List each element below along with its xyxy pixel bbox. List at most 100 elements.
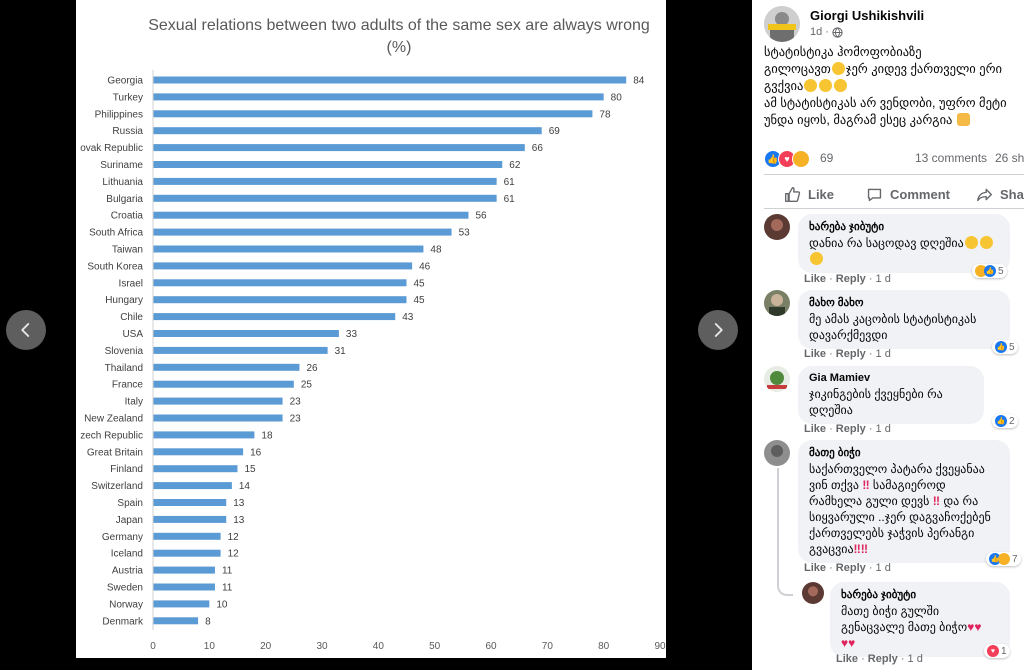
category-label: South Africa bbox=[89, 228, 143, 239]
comment-like-link[interactable]: Like bbox=[804, 348, 827, 360]
data-label: 23 bbox=[290, 397, 302, 408]
globe-icon bbox=[832, 26, 843, 38]
category-label: Hungary bbox=[105, 295, 143, 306]
category-label: Thailand bbox=[105, 363, 143, 374]
post-text-line: ამ სტატისტიკას არ ვენდობი, უფრო მეტი bbox=[764, 96, 1007, 110]
bar bbox=[153, 566, 215, 574]
reactions-summary[interactable]: 👍 ♥ 69 13 comments 26 share bbox=[764, 150, 1024, 168]
category-label: Finland bbox=[110, 464, 143, 475]
commenter-avatar[interactable] bbox=[802, 582, 824, 604]
bar bbox=[153, 211, 469, 219]
share-button[interactable]: Share bbox=[976, 180, 1024, 208]
commenter-name[interactable]: Gia Mamiev bbox=[809, 372, 871, 384]
bar bbox=[153, 414, 283, 422]
chart-subtitle: (%) bbox=[387, 39, 412, 56]
commenter-avatar[interactable] bbox=[764, 366, 790, 392]
commenter-avatar[interactable] bbox=[764, 214, 790, 240]
data-label: 18 bbox=[261, 430, 273, 441]
data-label: 78 bbox=[599, 109, 611, 120]
bar bbox=[153, 549, 221, 557]
comment-time[interactable]: 1 d bbox=[875, 423, 891, 435]
like-reaction-icon: 👍 bbox=[984, 265, 996, 277]
heart-icon: ♥♥ bbox=[841, 636, 856, 650]
category-label: Norway bbox=[109, 599, 143, 610]
post-text-line: გილოცავთ bbox=[764, 62, 831, 76]
next-photo-button[interactable] bbox=[698, 310, 738, 350]
bar bbox=[153, 144, 525, 152]
data-label: 66 bbox=[532, 143, 544, 154]
post-actions: Like Comment Share bbox=[764, 180, 1024, 208]
data-label: 11 bbox=[222, 583, 233, 594]
category-label: Georgia bbox=[107, 76, 143, 87]
comment-like-link[interactable]: Like bbox=[804, 273, 827, 285]
bar bbox=[153, 346, 328, 354]
author-avatar[interactable] bbox=[764, 6, 800, 42]
bar bbox=[153, 617, 199, 625]
commenter-name[interactable]: მათე ბიჭი bbox=[809, 447, 861, 459]
comment-reactions[interactable]: 👍 5 bbox=[972, 264, 1007, 278]
love-reaction-icon: ♥ bbox=[987, 645, 999, 657]
data-label: 45 bbox=[414, 278, 426, 289]
comment-button[interactable]: Comment bbox=[866, 180, 950, 208]
category-label: Turkey bbox=[113, 92, 143, 103]
smile-emoji-icon bbox=[834, 79, 848, 92]
comment-like-link[interactable]: Like bbox=[804, 562, 827, 574]
category-label: Italy bbox=[125, 397, 143, 408]
comment-text: და რა სიყვარული ..ჯერ დაგვაჩოქებენ ქართვ… bbox=[809, 494, 991, 556]
category-label: ovak Republic bbox=[80, 143, 143, 154]
comment-like-link[interactable]: Like bbox=[836, 653, 859, 665]
category-label: New Zealand bbox=[84, 414, 143, 425]
commenter-avatar[interactable] bbox=[764, 440, 790, 466]
data-label: 62 bbox=[509, 160, 521, 171]
post-text-line: გვქვია bbox=[764, 79, 804, 93]
haha-reaction-icon bbox=[998, 553, 1010, 565]
shares-count[interactable]: 26 share bbox=[995, 151, 1024, 165]
reactions-count[interactable]: 69 bbox=[820, 151, 834, 165]
commenter-name[interactable]: ხარება ჯიბუტი bbox=[809, 221, 885, 233]
like-button[interactable]: Like bbox=[784, 180, 834, 208]
comment-bubble: მახო მახო მე ამას კაცობის სტატისტიკას და… bbox=[798, 290, 1010, 349]
thumbs-up-icon bbox=[785, 186, 801, 202]
comment-like-link[interactable]: Like bbox=[804, 423, 827, 435]
category-label: Denmark bbox=[102, 616, 144, 627]
comment-reactions[interactable]: 👍 2 bbox=[992, 414, 1018, 428]
share-label: Share bbox=[999, 186, 1024, 202]
like-reaction-icon: 👍 bbox=[995, 415, 1007, 427]
double-exclamation-icon: ‼‼ bbox=[853, 542, 869, 556]
bar bbox=[153, 380, 294, 388]
bar bbox=[153, 363, 300, 371]
comment-time[interactable]: 1 d bbox=[875, 273, 891, 285]
chevron-left-icon bbox=[21, 323, 30, 337]
comment-time[interactable]: 1 d bbox=[875, 348, 891, 360]
comment-reply-link[interactable]: Reply bbox=[835, 562, 866, 574]
bar bbox=[153, 296, 407, 304]
comment-reply-link[interactable]: Reply bbox=[835, 423, 866, 435]
comment-time[interactable]: 1 d bbox=[907, 653, 923, 665]
post-time[interactable]: 1d bbox=[810, 26, 823, 38]
category-label: zech Republic bbox=[80, 430, 143, 441]
previous-photo-button[interactable] bbox=[6, 310, 46, 350]
x-tick-label: 10 bbox=[204, 641, 216, 652]
comment-reactions[interactable]: 👍 5 bbox=[992, 340, 1018, 354]
chevron-right-icon bbox=[714, 323, 723, 337]
comments-count[interactable]: 13 comments bbox=[915, 151, 988, 165]
comment-reactions[interactable]: ♥ 1 bbox=[984, 644, 1010, 658]
x-tick-label: 40 bbox=[373, 641, 385, 652]
comment-reactions[interactable]: 👍 7 bbox=[986, 552, 1021, 566]
comment-reply-link[interactable]: Reply bbox=[867, 653, 898, 665]
post-text: სტატისტიკა ჰომოფობიაზე გილოცავთ ჯერ კიდევ… bbox=[764, 44, 1022, 129]
commenter-avatar[interactable] bbox=[764, 290, 790, 316]
author-name[interactable]: Giorgi Ushikishvili bbox=[810, 8, 925, 23]
data-label: 25 bbox=[301, 380, 313, 391]
category-label: Taiwan bbox=[112, 245, 143, 256]
comment-reply-link[interactable]: Reply bbox=[835, 273, 866, 285]
data-label: 33 bbox=[346, 329, 358, 340]
commenter-name[interactable]: მახო მახო bbox=[809, 297, 864, 309]
comment-text: მათე ბიჭი გულში გენაცვალე მათე ბიჭო bbox=[841, 604, 968, 634]
x-tick-label: 60 bbox=[485, 641, 497, 652]
bar bbox=[153, 397, 283, 405]
bar bbox=[153, 330, 339, 337]
commenter-name[interactable]: ხარება ჯიბუტი bbox=[841, 589, 917, 601]
comment-time[interactable]: 1 d bbox=[875, 562, 891, 574]
comment-reply-link[interactable]: Reply bbox=[835, 348, 866, 360]
